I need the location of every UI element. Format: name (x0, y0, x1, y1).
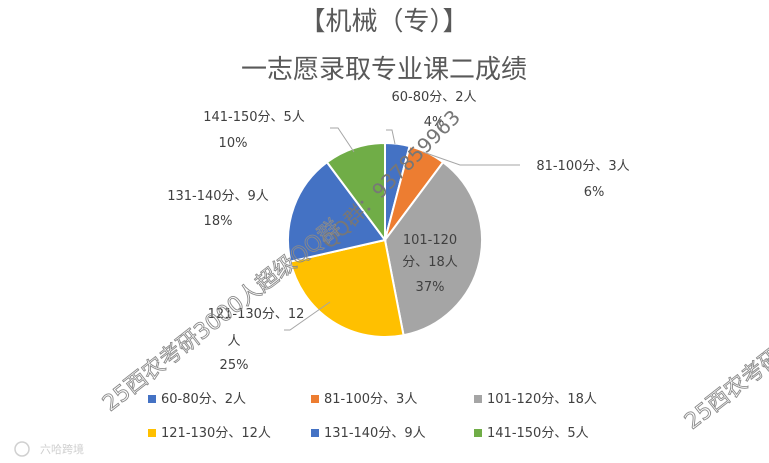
label-81-100-name: 81-100分、3人 (536, 159, 629, 174)
logo: 六哈跨境 (14, 441, 84, 457)
leader-line-141-150 (330, 127, 355, 153)
pie-slice-6 (325, 141, 386, 244)
watermark-right: 25西农考研 (680, 344, 769, 435)
legend-swatch-131-140 (311, 429, 319, 437)
chart-title-line1: 【机械（专）】 (299, 7, 468, 37)
label-101-120-pct: 37% (416, 280, 445, 295)
leader-line-121-130 (284, 301, 331, 331)
chart-title-line2: 一志愿录取专业课二成绩 (241, 55, 527, 85)
label-81-100-pct: 6% (584, 185, 605, 200)
leader-line-60-80 (386, 129, 396, 145)
label-131-140-name: 131-140分、9人 (167, 189, 269, 204)
legend-label-60-80: 60-80分、2人 (161, 392, 246, 407)
legend: 60-80分、2人 81-100分、3人 101-120分、18人 121-13… (148, 392, 597, 441)
legend-swatch-121-130 (148, 429, 156, 437)
leader-line-81-100 (422, 151, 520, 166)
label-60-80-pct: 4% (424, 115, 445, 130)
label-101-120-line2: 分、18人 (402, 255, 458, 270)
legend-label-121-130: 121-130分、12人 (161, 426, 271, 441)
legend-label-131-140: 131-140分、9人 (324, 426, 426, 441)
label-121-130-line1: 121-130分、12 (208, 307, 305, 322)
legend-swatch-101-120 (474, 395, 482, 403)
label-131-140-pct: 18% (204, 214, 233, 229)
pie-slice-5 (287, 160, 387, 263)
legend-label-141-150: 141-150分、5人 (487, 426, 589, 441)
logo-text: 六哈跨境 (40, 442, 84, 456)
leader-lines (284, 127, 520, 331)
label-141-150-pct: 10% (219, 136, 248, 151)
label-101-120-line1: 101-120 (403, 233, 457, 248)
legend-swatch-81-100 (311, 395, 319, 403)
pie-slice-3 (383, 160, 483, 337)
label-141-150-name: 141-150分、5人 (203, 110, 305, 125)
logo-icon (14, 441, 30, 457)
legend-swatch-141-150 (474, 429, 482, 437)
label-121-130-line2: 人 (227, 334, 240, 349)
pie-slices (287, 141, 483, 338)
label-60-80-name: 60-80分、2人 (391, 90, 476, 105)
legend-label-101-120: 101-120分、18人 (487, 392, 597, 407)
watermark-left: 25西农考研3000人超级QQ群 (98, 216, 346, 417)
label-121-130-pct: 25% (220, 358, 249, 373)
legend-swatch-60-80 (148, 395, 156, 403)
legend-label-81-100: 81-100分、3人 (324, 392, 417, 407)
data-labels: 60-80分、2人 4% 81-100分、3人 6% 101-120 分、18人… (167, 90, 629, 373)
pie-slice-4 (289, 238, 405, 338)
